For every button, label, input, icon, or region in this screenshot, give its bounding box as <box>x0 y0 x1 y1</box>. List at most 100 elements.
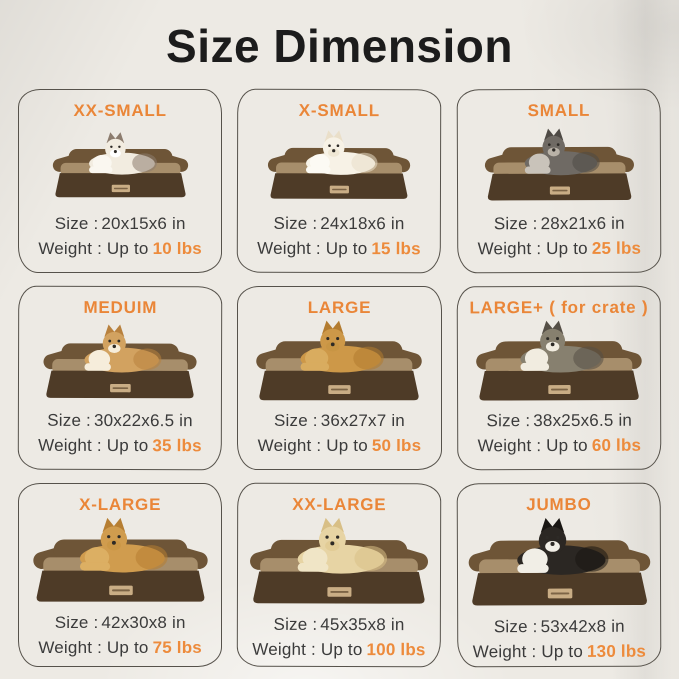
size-text: Size :38x25x6.5 in <box>486 411 632 432</box>
size-value: 30x22x6.5 in <box>93 410 193 431</box>
bed-photo <box>461 318 656 412</box>
size-label: Size : <box>54 214 99 233</box>
corgi-icon <box>84 323 162 372</box>
size-label: Size : <box>47 410 92 430</box>
weight-label: Weight : Up to <box>477 435 588 456</box>
weight-label: Weight : Up to <box>477 238 588 259</box>
size-heading: X-SMALL <box>299 100 381 121</box>
weight-label: Weight : Up to <box>257 436 368 455</box>
size-text: Size :36x27x7 in <box>274 411 405 431</box>
weight-label: Weight : Up to <box>38 239 149 258</box>
size-text: Size :28x21x6 in <box>493 214 624 234</box>
size-text: Size :45x35x8 in <box>274 615 405 635</box>
size-heading: MEDUIM <box>83 297 158 318</box>
size-cell-large-plus: LARGE+ ( for crate ) <box>456 285 662 471</box>
dog-bed-icon <box>250 539 429 604</box>
dog-bed-illustration <box>52 131 188 197</box>
size-heading: LARGE+ ( for crate ) <box>469 297 649 318</box>
size-text: Size :42x30x8 in <box>55 613 186 633</box>
weight-value: 35 lbs <box>152 436 202 456</box>
dog-bed-illustration <box>268 129 411 199</box>
size-value: 53x42x8 in <box>540 616 625 637</box>
size-value: 45x35x8 in <box>320 614 405 635</box>
golden-retriever-icon <box>79 517 168 573</box>
bed-photo <box>23 515 217 613</box>
size-value: 42x30x8 in <box>101 613 186 632</box>
size-cell-large: LARGE <box>237 286 442 470</box>
weight-text: Weight : Up to 130 lbs <box>472 642 645 663</box>
size-heading: JUMBO <box>525 494 592 515</box>
size-heading: XX-LARGE <box>292 494 387 515</box>
weight-text: Weight : Up to 50 lbs <box>258 436 422 456</box>
weight-value: 25 lbs <box>591 238 641 258</box>
size-label: Size : <box>493 214 538 234</box>
size-value: 28x21x6 in <box>540 213 625 234</box>
size-heading: X-LARGE <box>79 495 162 514</box>
bed-photo <box>461 121 656 215</box>
weight-value: 15 lbs <box>371 239 422 259</box>
size-value: 24x18x6 in <box>320 213 405 234</box>
size-label: Size : <box>493 617 538 637</box>
size-value: 20x15x6 in <box>101 214 186 233</box>
bed-photo <box>23 318 218 412</box>
weight-text: Weight : Up to 35 lbs <box>38 436 202 456</box>
dog-bed-illustration <box>484 128 634 200</box>
schnauzer-icon <box>524 128 600 175</box>
bed-photo <box>242 121 437 215</box>
size-value: 36x27x7 in <box>320 411 405 430</box>
size-cell-xx-large: XX-LARGE <box>237 482 442 668</box>
size-heading: LARGE <box>307 298 372 317</box>
weight-value: 60 lbs <box>591 435 641 455</box>
size-value: 38x25x6.5 in <box>532 410 632 431</box>
weight-value: 50 lbs <box>371 436 422 455</box>
dog-bed-illustration <box>476 320 642 401</box>
weight-text: Weight : Up to 100 lbs <box>253 640 426 660</box>
dog-bed-illustration <box>43 323 197 398</box>
pomeranian-icon <box>306 129 378 175</box>
size-label: Size : <box>486 411 530 431</box>
size-label: Size : <box>54 613 99 632</box>
size-cell-x-small: X-SMALL <box>237 88 442 274</box>
australian-shepherd-icon <box>520 320 604 373</box>
weight-label: Weight : Up to <box>38 638 149 657</box>
weight-text: Weight : Up to 10 lbs <box>38 239 202 259</box>
bernese-mountain-dog-icon <box>516 517 608 575</box>
weight-label: Weight : Up to <box>472 641 583 662</box>
dog-bed-illustration <box>250 517 429 604</box>
size-heading: XX-SMALL <box>73 101 167 120</box>
size-text: Size :20x15x6 in <box>55 214 186 234</box>
weight-text: Weight : Up to 15 lbs <box>257 239 421 259</box>
size-text: Size :53x42x8 in <box>493 617 624 637</box>
labrador-icon <box>298 517 388 574</box>
size-cell-medium: MEDUIM <box>17 285 223 471</box>
golden-retriever-icon <box>301 320 385 373</box>
dog-bed-illustration <box>256 320 423 401</box>
weight-text: Weight : Up to 75 lbs <box>38 638 202 658</box>
weight-label: Weight : Up to <box>257 238 368 259</box>
size-cell-x-large: X-LARGE <box>18 483 223 667</box>
dog-bed-illustration <box>32 517 208 602</box>
size-label: Size : <box>273 614 318 634</box>
bed-photo <box>461 515 656 618</box>
weight-value: 75 lbs <box>152 638 202 657</box>
weight-text: Weight : Up to 25 lbs <box>477 239 641 260</box>
size-text: Size :30x22x6.5 in <box>47 411 193 431</box>
weight-text: Weight : Up to 60 lbs <box>477 436 641 457</box>
ragdoll-cat-icon <box>88 131 157 175</box>
size-cell-jumbo: JUMBO <box>456 482 662 668</box>
weight-label: Weight : Up to <box>38 435 149 456</box>
weight-value: 100 lbs <box>366 640 426 660</box>
page-title: Size Dimension <box>166 20 513 72</box>
size-grid: XX-SMALL <box>17 88 662 668</box>
weight-value: 130 lbs <box>586 641 646 661</box>
size-label: Size : <box>274 411 318 430</box>
size-text: Size :24x18x6 in <box>274 214 405 234</box>
bed-photo <box>242 318 436 411</box>
bed-photo <box>23 121 217 214</box>
bed-photo <box>242 515 437 616</box>
size-cell-xx-small: XX-SMALL <box>18 89 223 273</box>
size-label: Size : <box>273 213 318 233</box>
weight-label: Weight : Up to <box>252 639 363 660</box>
size-cell-small: SMALL <box>456 88 662 274</box>
